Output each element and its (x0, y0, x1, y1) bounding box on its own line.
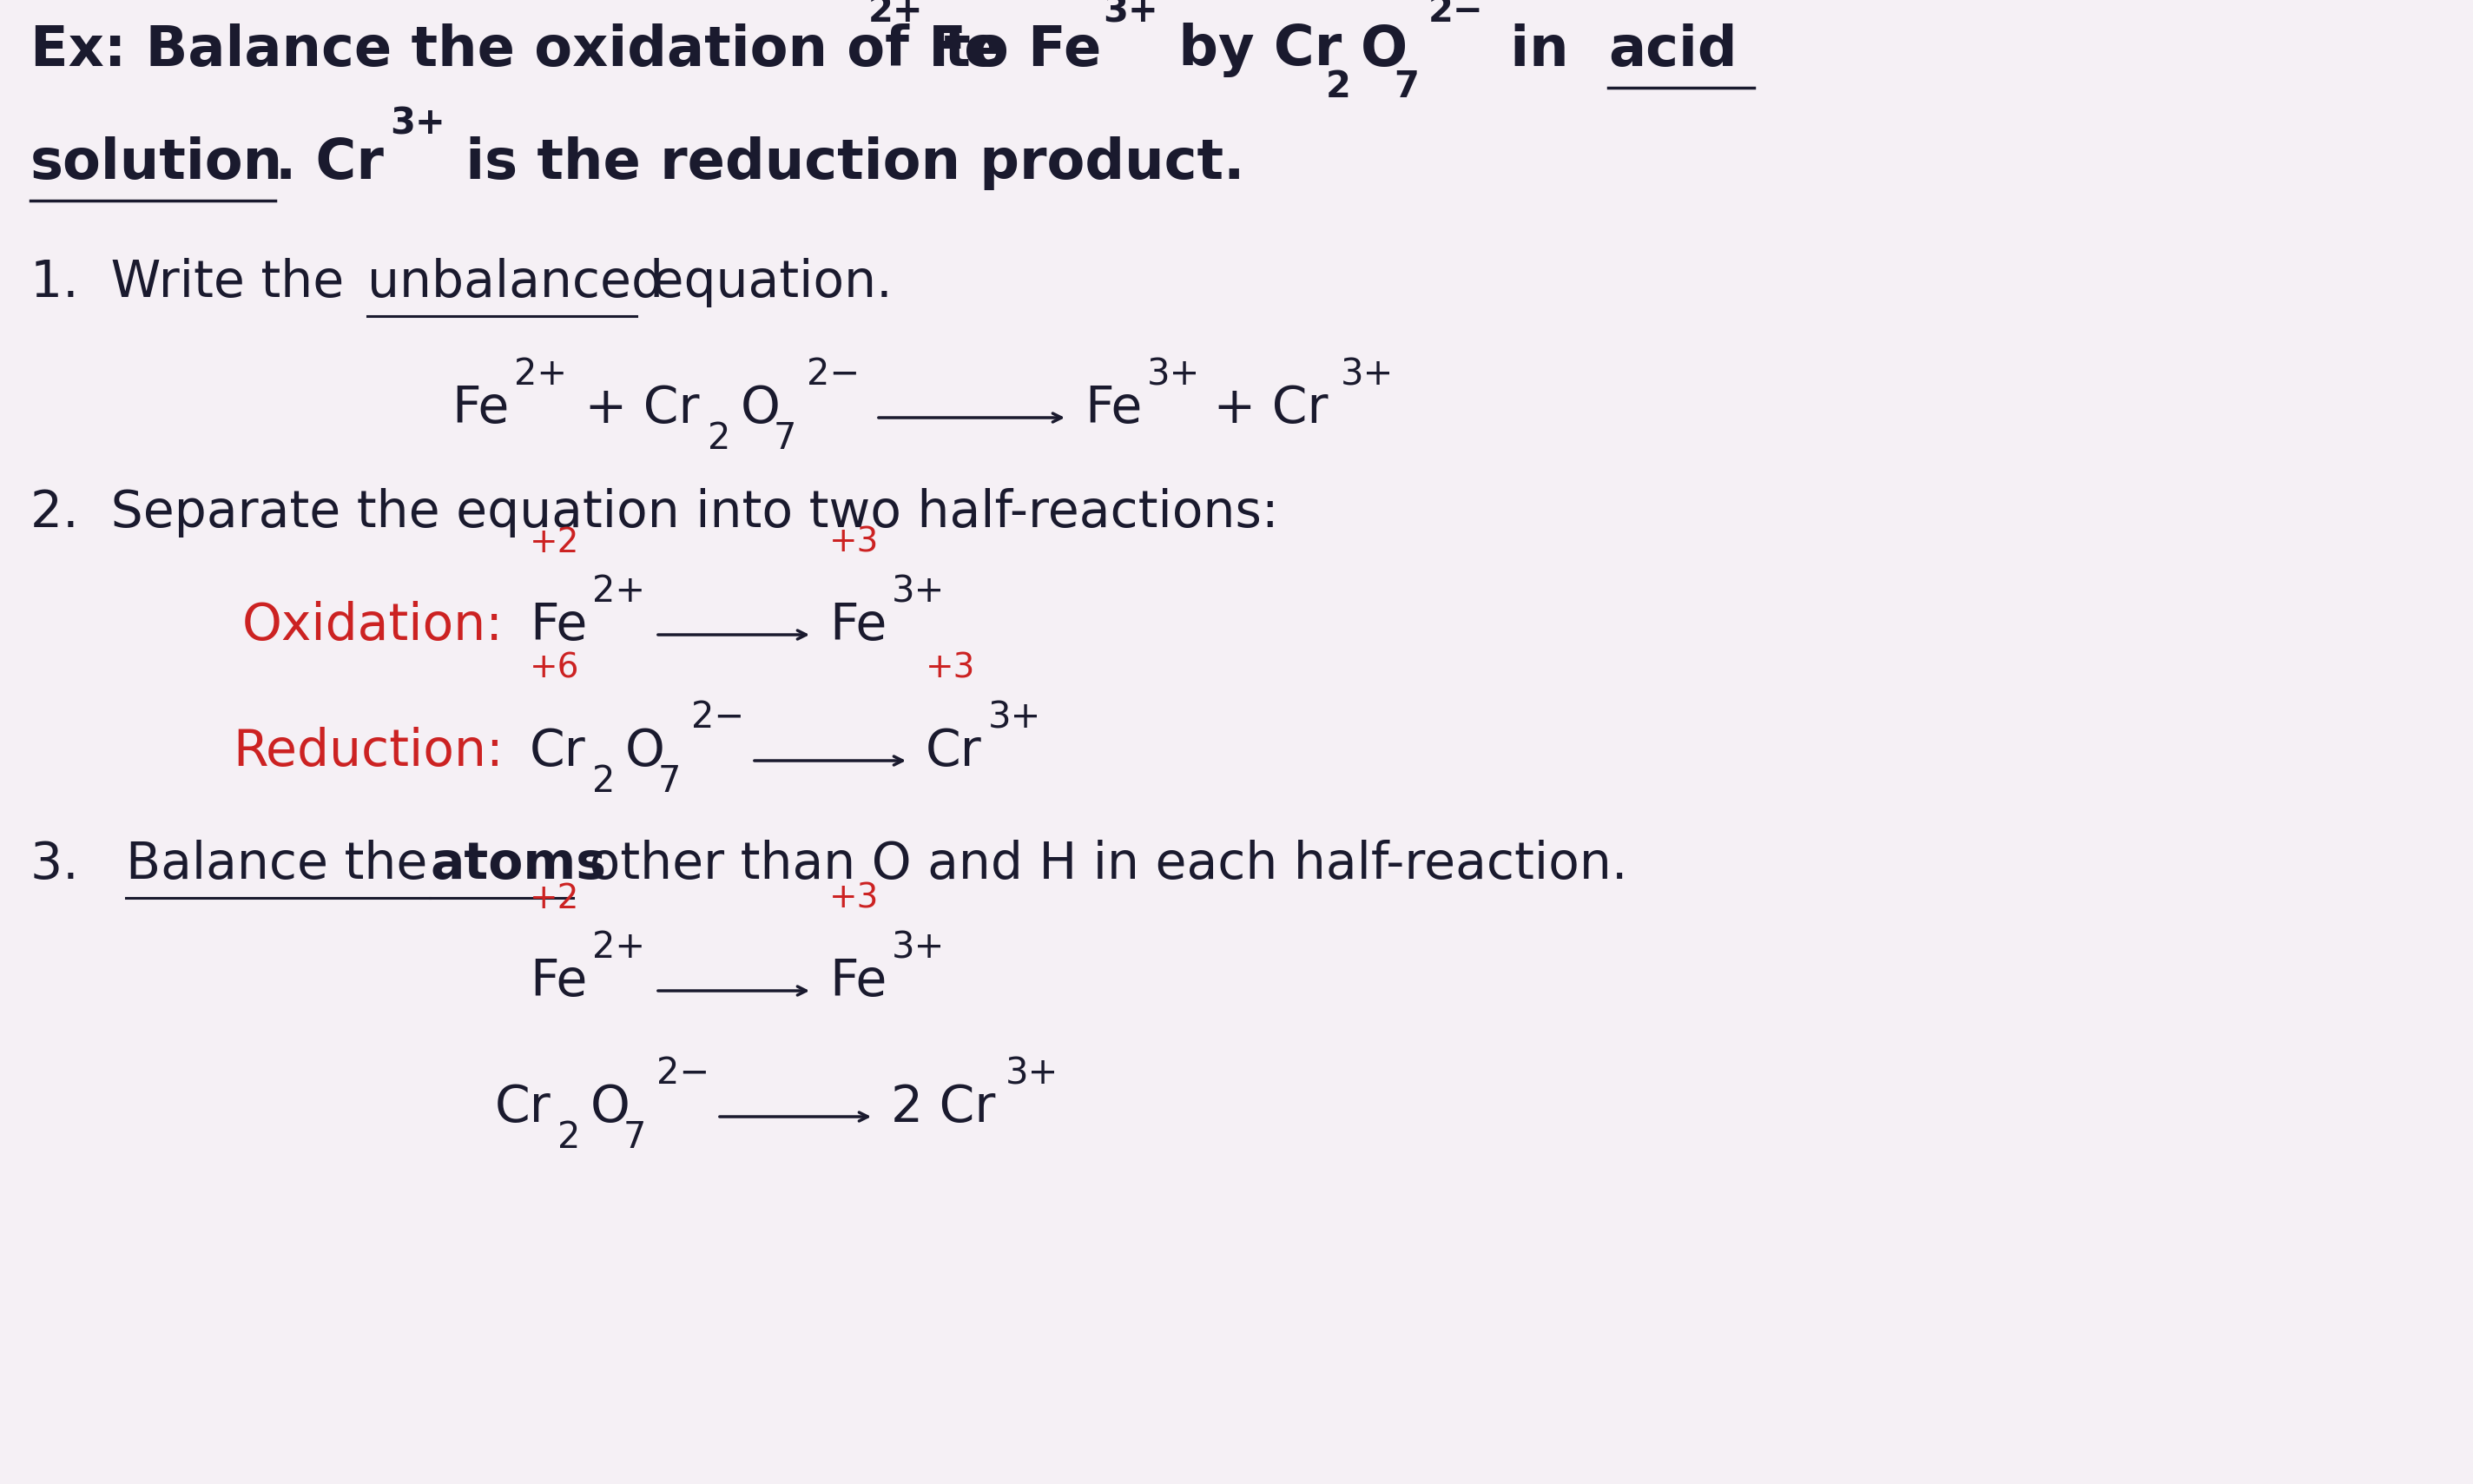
Text: 2+: 2+ (591, 929, 645, 966)
Text: 7: 7 (1395, 68, 1420, 105)
Text: Fe: Fe (453, 384, 509, 433)
Text: acid: acid (1607, 24, 1736, 77)
Text: +2: +2 (529, 527, 579, 559)
Text: O: O (1360, 24, 1407, 77)
Text: Cr: Cr (925, 727, 982, 776)
Text: O: O (742, 384, 781, 433)
Text: equation.: equation. (636, 258, 893, 307)
Text: +6: +6 (529, 651, 579, 686)
Text: +2: +2 (529, 881, 579, 916)
Text: other than O and H in each half-reaction.: other than O and H in each half-reaction… (574, 840, 1627, 889)
Text: Cr: Cr (529, 727, 586, 776)
Text: +3: +3 (925, 651, 974, 686)
Text: 3+: 3+ (893, 573, 945, 610)
Text: + Cr: + Cr (1197, 384, 1328, 433)
Text: 2: 2 (591, 763, 616, 800)
Text: Fe: Fe (828, 601, 888, 650)
Text: Ex: Balance the oxidation of Fe: Ex: Balance the oxidation of Fe (30, 24, 1002, 77)
Text: Balance the: Balance the (126, 840, 443, 889)
Text: 2−: 2− (1429, 0, 1484, 30)
Text: 3+: 3+ (1147, 356, 1199, 393)
Text: O: O (626, 727, 665, 776)
Text: Fe: Fe (529, 957, 586, 1006)
Text: Fe: Fe (529, 601, 586, 650)
Text: unbalanced: unbalanced (368, 258, 663, 307)
Text: by Cr: by Cr (1160, 22, 1343, 77)
Text: +3: +3 (828, 881, 878, 916)
Text: 2: 2 (707, 420, 730, 457)
Text: 2: 2 (1326, 68, 1350, 105)
Text: . Cr: . Cr (275, 137, 383, 190)
Text: is the reduction product.: is the reduction product. (445, 137, 1244, 190)
Text: + Cr: + Cr (569, 384, 700, 433)
Text: 2−: 2− (806, 356, 861, 393)
Text: 7: 7 (774, 420, 796, 457)
Text: 2: 2 (556, 1119, 581, 1156)
Text: 2.  Separate the equation into two half-reactions:: 2. Separate the equation into two half-r… (30, 488, 1279, 537)
Text: +3: +3 (828, 527, 878, 559)
Text: O: O (591, 1083, 631, 1132)
Text: Fe: Fe (1086, 384, 1143, 433)
Text: 2−: 2− (690, 699, 744, 736)
Text: atoms: atoms (430, 840, 606, 889)
Text: 3.: 3. (30, 840, 111, 889)
Text: to Fe: to Fe (925, 24, 1100, 77)
Text: 3+: 3+ (989, 699, 1041, 736)
Text: 7: 7 (623, 1119, 645, 1156)
Text: 2+: 2+ (514, 356, 566, 393)
Text: Reduction:: Reduction: (232, 727, 504, 776)
Text: 3+: 3+ (1103, 0, 1157, 30)
Text: 2 Cr: 2 Cr (890, 1083, 997, 1132)
Text: 2−: 2− (655, 1055, 710, 1092)
Text: in: in (1491, 24, 1588, 77)
Text: 3+: 3+ (391, 105, 445, 142)
Text: Fe: Fe (828, 957, 888, 1006)
Text: 2+: 2+ (591, 573, 645, 610)
Text: Cr: Cr (495, 1083, 551, 1132)
Text: solution: solution (30, 137, 284, 190)
Text: 1.  Write the: 1. Write the (30, 258, 361, 307)
Text: 3+: 3+ (893, 929, 945, 966)
Text: 2+: 2+ (868, 0, 922, 30)
Text: 3+: 3+ (1340, 356, 1395, 393)
Text: Oxidation:: Oxidation: (242, 601, 504, 650)
Text: 3+: 3+ (1007, 1055, 1058, 1092)
Text: 7: 7 (658, 763, 680, 800)
